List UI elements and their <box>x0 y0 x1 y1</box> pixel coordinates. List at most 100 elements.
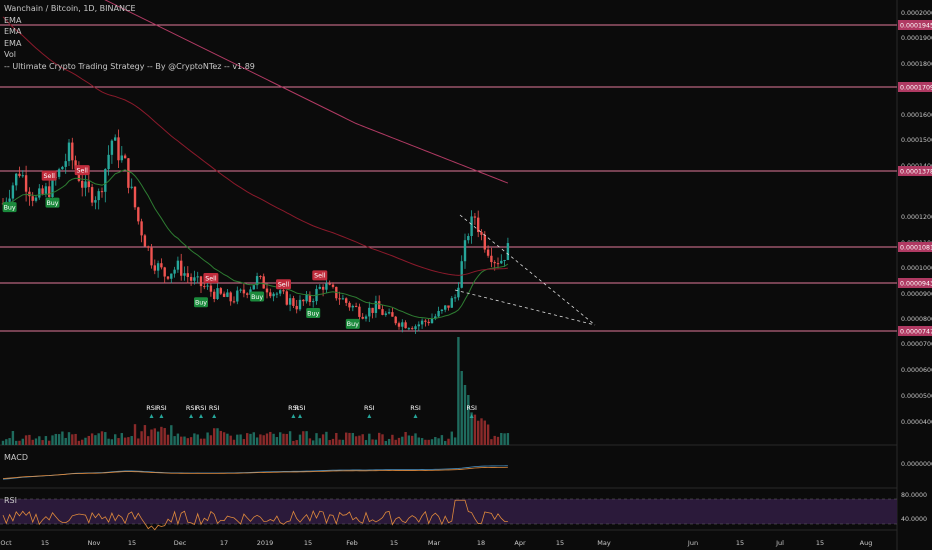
candle-body <box>463 240 467 262</box>
volume-bar <box>282 433 285 445</box>
candle-body <box>246 293 249 295</box>
volume-bar <box>232 439 236 445</box>
indicator-ema-2[interactable]: EMA <box>4 27 22 36</box>
price-tick-label: 0.0000900 <box>901 291 932 298</box>
time-tick-label: 15 <box>304 539 312 547</box>
time-tick-label: Jun <box>687 539 698 547</box>
buy-signal-label: Buy <box>251 294 263 301</box>
candle-body <box>292 298 295 306</box>
sell-signal-label: Sell <box>44 173 56 180</box>
rsi-signal-label: RSI <box>146 404 157 412</box>
volume-bar <box>209 435 213 445</box>
volume-bar <box>176 433 180 445</box>
volume-bar <box>166 434 170 445</box>
volume-bar <box>120 433 123 445</box>
sell-signal-label: Sell <box>77 167 89 174</box>
candle-body <box>222 293 226 297</box>
time-tick-label: 17 <box>220 539 228 547</box>
candle-body <box>163 267 166 277</box>
candle-body <box>90 187 94 203</box>
candle-body <box>97 191 100 201</box>
volume-bar <box>473 414 477 445</box>
rsi-signal-arrow <box>367 414 372 418</box>
time-tick-label: Oct <box>0 539 12 547</box>
candle-body <box>341 298 345 300</box>
volume-bar <box>345 432 348 445</box>
volume-bar <box>255 437 259 445</box>
volume-bar <box>81 439 84 445</box>
volume-bar <box>338 439 341 445</box>
candle-body <box>199 276 203 287</box>
buy-signal-badge <box>45 197 60 208</box>
volume-bar <box>160 426 163 445</box>
sell-signal-label: Sell <box>205 275 217 282</box>
volume-bar <box>15 440 18 445</box>
volume-bar <box>470 412 473 445</box>
buy-signal-label: Buy <box>4 204 16 211</box>
rsi-signal-arrow <box>189 414 194 418</box>
level-tag-label: 0.0001081 <box>900 245 932 252</box>
volume-bar <box>77 440 81 445</box>
volume-bar <box>259 434 262 445</box>
candle-body <box>470 216 473 237</box>
level-tag <box>898 20 932 30</box>
volume-bar <box>427 439 430 445</box>
volume-bar <box>417 437 420 445</box>
volume-bar <box>298 434 302 445</box>
candle-body <box>130 186 133 188</box>
candle-body <box>203 286 206 288</box>
candle-body <box>133 186 137 208</box>
volume-bar <box>318 438 321 445</box>
level-tag-label: 0.0001945 <box>900 23 932 30</box>
candle-body <box>404 322 407 329</box>
candle-body <box>8 198 11 202</box>
volume-bar <box>292 440 295 445</box>
candle-body <box>391 312 394 317</box>
volume-bar <box>114 434 117 445</box>
volume-bar <box>420 438 424 445</box>
buy-signal-label: Buy <box>347 321 359 328</box>
indicator-ema-1[interactable]: EMA <box>4 15 22 25</box>
volume-bar <box>170 425 173 445</box>
time-tick-label: 2019 <box>257 539 274 547</box>
candle-body <box>219 288 222 294</box>
indicator-ema-3[interactable]: EMA <box>4 38 22 48</box>
rsi-signal-label: RSI <box>410 404 421 412</box>
candle-body <box>31 196 34 201</box>
time-tick-label: Feb <box>346 539 358 547</box>
candle-body <box>226 292 229 297</box>
time-tick-label: May <box>597 539 611 547</box>
volume-bar <box>97 433 100 445</box>
volume-bar <box>156 431 160 445</box>
volume-bar <box>199 438 203 445</box>
volume-bar <box>378 432 381 445</box>
volume-bar <box>424 439 427 445</box>
volume-bar <box>219 430 222 445</box>
volume-bar <box>384 440 387 445</box>
volume-bar <box>100 431 104 445</box>
buy-signal-label: Buy <box>307 310 319 317</box>
candle-body <box>41 188 44 194</box>
volume-bar <box>335 433 338 445</box>
volume-bar <box>150 429 153 445</box>
volume-bar <box>57 434 61 445</box>
candle-body <box>147 246 150 248</box>
rsi-signal-label: RSI <box>466 404 477 412</box>
candle-body <box>180 260 183 276</box>
rsi-signal-arrow <box>149 414 154 418</box>
candle-body <box>437 310 440 317</box>
chart-legend: Wanchain / Bitcoin, 1D, BINANCE EMA EMA … <box>4 3 255 72</box>
buy-signal-badge <box>306 308 321 319</box>
candle-body <box>368 307 371 317</box>
volume-bar <box>262 435 265 445</box>
ema-slow-line <box>2 16 508 276</box>
volume-bar <box>21 438 24 445</box>
volume-bar <box>295 440 298 445</box>
candle-body <box>477 217 480 233</box>
indicator-vol[interactable]: Vol <box>4 50 16 59</box>
candle-body <box>503 260 506 262</box>
time-tick-label: 18 <box>477 539 485 547</box>
volume-bar <box>213 428 216 445</box>
indicator-strategy[interactable]: -- Ultimate Crypto Trading Strategy -- B… <box>4 61 255 71</box>
